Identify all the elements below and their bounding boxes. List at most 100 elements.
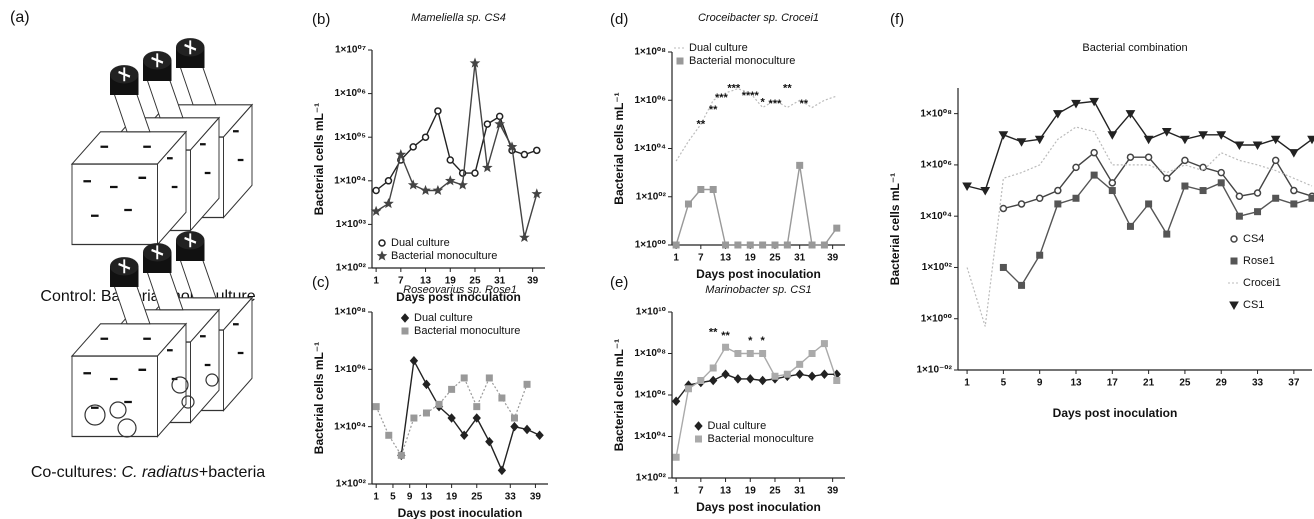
x-tick-label: 39 bbox=[530, 492, 542, 503]
data-point bbox=[485, 374, 493, 382]
y-tick-label: 1×10⁰⁰ bbox=[635, 240, 666, 251]
data-point bbox=[1217, 168, 1225, 177]
data-point bbox=[758, 375, 767, 386]
data-point bbox=[383, 198, 394, 209]
data-point bbox=[771, 241, 779, 249]
data-point bbox=[395, 149, 407, 159]
x-tick-label: 39 bbox=[527, 276, 539, 287]
y-tick-label: 1×10⁰⁴ bbox=[334, 421, 366, 432]
y-tick-label: 1×10⁰⁶ bbox=[634, 95, 666, 106]
data-point bbox=[457, 179, 468, 190]
data-point bbox=[409, 143, 417, 151]
x-tick-label: 29 bbox=[1216, 378, 1228, 389]
legend-label: Dual culture bbox=[689, 42, 748, 54]
data-point bbox=[697, 185, 705, 193]
x-tick-label: 39 bbox=[827, 253, 839, 264]
panel-label: (c) bbox=[312, 274, 330, 291]
x-tick-label: 7 bbox=[698, 253, 704, 264]
data-point bbox=[808, 350, 816, 357]
data-point bbox=[510, 421, 519, 432]
x-tick-label: 31 bbox=[794, 486, 806, 497]
data-point bbox=[697, 376, 705, 384]
legend-label: Crocei1 bbox=[1243, 277, 1281, 289]
panel-label: (a) bbox=[10, 9, 30, 26]
data-point bbox=[385, 431, 393, 439]
data-point bbox=[460, 430, 469, 441]
y-tick-label: 1×10¹⁰ bbox=[636, 307, 666, 318]
y-tick-label: 1×10⁰⁸ bbox=[634, 47, 666, 58]
x-tick-label: 21 bbox=[1143, 378, 1155, 389]
data-point bbox=[435, 400, 443, 408]
y-tick-label: 1×10⁰⁴ bbox=[920, 211, 952, 222]
y-axis-label: Bacterial cells mL⁻¹ bbox=[312, 103, 326, 215]
legend-marker bbox=[401, 327, 409, 335]
series-line bbox=[1002, 174, 1313, 287]
x-tick-label: 1 bbox=[673, 486, 679, 497]
data-point bbox=[672, 241, 680, 249]
annotation: *** bbox=[727, 83, 741, 95]
data-point bbox=[422, 409, 430, 417]
data-point bbox=[795, 369, 804, 380]
y-axis-label: Bacterial cells mL⁻¹ bbox=[612, 92, 626, 204]
x-tick-label: 33 bbox=[505, 492, 517, 503]
y-tick-label: 1×10⁰⁶ bbox=[634, 390, 666, 401]
data-point bbox=[999, 263, 1007, 271]
x-axis-label: Days post inoculation bbox=[696, 500, 821, 514]
data-point bbox=[998, 131, 1009, 140]
annotation: **** bbox=[742, 90, 760, 102]
data-point bbox=[1054, 200, 1062, 208]
data-point bbox=[519, 231, 530, 243]
caption-part: Co-cultures: bbox=[31, 464, 122, 481]
data-point bbox=[672, 453, 680, 461]
legend-marker bbox=[376, 250, 388, 261]
data-point bbox=[808, 241, 816, 249]
data-point bbox=[469, 57, 481, 68]
data-point bbox=[1234, 141, 1245, 150]
data-point bbox=[1035, 194, 1044, 203]
y-tick-label: 1×10⁰⁴ bbox=[634, 431, 666, 442]
data-point bbox=[446, 156, 455, 164]
chart-title: Marinobacter sp. CS1 bbox=[705, 284, 811, 296]
x-tick-label: 25 bbox=[769, 486, 781, 497]
data-point bbox=[497, 465, 507, 476]
x-tick-label: 1 bbox=[373, 492, 379, 503]
annotation: ** bbox=[697, 118, 706, 130]
caption: Co-cultures: C. radiatus+bacteria bbox=[31, 464, 265, 481]
series-line bbox=[375, 63, 538, 238]
data-point bbox=[820, 340, 828, 348]
x-tick-label: 19 bbox=[745, 486, 757, 497]
data-point bbox=[1016, 138, 1027, 147]
y-tick-label: 1×10⁰⁸ bbox=[634, 348, 666, 359]
legend-label: Bacterial monoculture bbox=[708, 433, 814, 445]
data-point bbox=[722, 343, 730, 351]
x-tick-label: 31 bbox=[794, 253, 806, 264]
data-point bbox=[1108, 187, 1116, 195]
x-tick-label: 1 bbox=[373, 276, 379, 287]
data-point bbox=[1036, 251, 1044, 259]
y-tick-label: 1×10⁻⁰² bbox=[916, 365, 952, 376]
data-point bbox=[1216, 131, 1227, 140]
y-tick-label: 1×10⁰⁶ bbox=[920, 160, 952, 171]
data-point bbox=[1108, 179, 1117, 187]
x-tick-label: 17 bbox=[1107, 378, 1119, 389]
legend-label: Bacterial monoculture bbox=[391, 250, 497, 262]
data-point bbox=[783, 241, 791, 249]
data-point bbox=[796, 161, 804, 169]
data-point bbox=[372, 403, 380, 411]
annotation: * bbox=[748, 335, 753, 347]
y-tick-label: 1×10⁰² bbox=[336, 263, 367, 274]
data-point bbox=[759, 350, 767, 357]
data-point bbox=[671, 396, 681, 407]
data-point bbox=[1126, 222, 1134, 230]
y-axis-label: Bacterial cells mL⁻¹ bbox=[888, 173, 902, 285]
x-tick-label: 9 bbox=[1037, 378, 1043, 389]
legend-marker bbox=[400, 313, 410, 323]
data-point bbox=[746, 350, 754, 357]
data-point bbox=[1235, 212, 1243, 220]
data-point bbox=[722, 241, 730, 249]
data-point bbox=[1054, 186, 1062, 195]
y-tick-label: 1×10⁰⁴ bbox=[634, 143, 666, 154]
data-point bbox=[1090, 148, 1098, 157]
data-point bbox=[1254, 208, 1262, 216]
